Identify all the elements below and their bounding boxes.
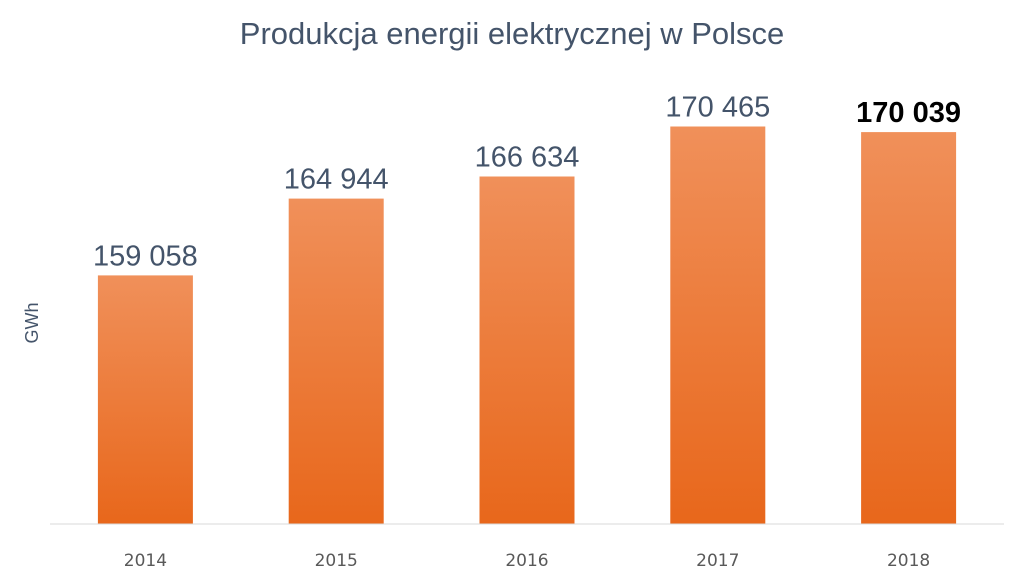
bar-2015 (288, 198, 384, 524)
bar-2017 (670, 126, 766, 524)
y-axis-label: GWh (22, 302, 42, 343)
x-tick-labels-group: 2014 2015 2016 2017 2018 (124, 551, 930, 571)
bar-2016 (479, 176, 575, 524)
data-label-2016: 166 634 (475, 142, 580, 174)
x-tick-label-2017: 2017 (696, 551, 739, 571)
data-labels-group: 159 058 164 944 166 634 170 465 170 039 (93, 92, 961, 273)
data-label-2017: 170 465 (665, 92, 770, 124)
x-tick-label-2014: 2014 (124, 551, 167, 571)
x-tick-label-2016: 2016 (505, 551, 548, 571)
bar-2018 (861, 132, 957, 524)
x-tick-label-2018: 2018 (887, 551, 930, 571)
bar-2014 (97, 275, 193, 524)
bars-group (97, 126, 957, 524)
data-label-2018: 170 039 (856, 97, 961, 129)
data-label-2014: 159 058 (93, 240, 198, 272)
data-label-2015: 164 944 (284, 164, 389, 196)
chart-title: Produkcja energii elektrycznej w Polsce (240, 16, 784, 51)
x-tick-label-2015: 2015 (315, 551, 358, 571)
